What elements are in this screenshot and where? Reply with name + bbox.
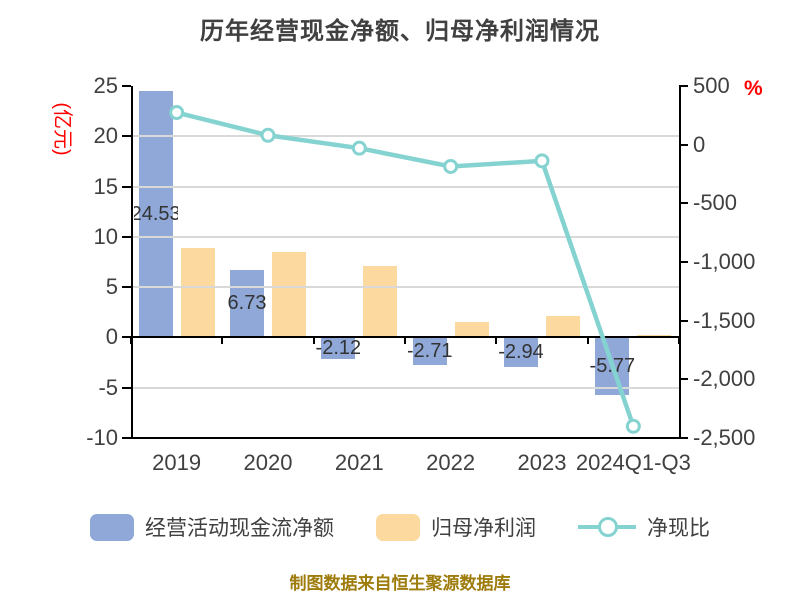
chart-title: 历年经营现金净额、归母净利润情况 — [200, 18, 600, 45]
left-axis-tick — [122, 386, 131, 389]
left-axis-tick-label: 10 — [93, 223, 118, 249]
net-profit-swatch — [376, 513, 420, 541]
category-boundary-tick — [221, 337, 224, 345]
grid-line — [131, 386, 679, 389]
legend: 经营活动现金流净额 归母净利润 净现比 — [0, 512, 800, 542]
left-axis-tick-label: 5 — [105, 274, 118, 300]
right-axis-tick-label: 500 — [693, 73, 730, 98]
category-boundary-tick — [586, 337, 589, 345]
right-axis-tick-label: -2,500 — [693, 425, 756, 450]
x-axis-category-label: 2021 — [334, 450, 384, 475]
left-axis-tick — [122, 185, 131, 188]
x-axis-category-label: 2024Q1-Q3 — [575, 450, 691, 475]
operating-cash-flow-bar — [138, 90, 173, 338]
legend-label-operating-cash-flow: 经营活动现金流净额 — [145, 517, 334, 540]
legend-item-net-cash-ratio: 净现比 — [578, 512, 710, 542]
right-axis-tick — [679, 319, 688, 322]
net-profit-bar — [180, 247, 215, 338]
category-boundary-tick — [495, 337, 498, 345]
line-series-marker-icon — [578, 517, 636, 537]
net-profit-bar — [272, 251, 306, 338]
net-profit-bar — [546, 316, 580, 338]
right-axis-tick — [679, 437, 688, 439]
left-axis-spine — [131, 86, 133, 438]
left-axis-tick — [122, 85, 131, 87]
left-axis-tick-label: -5 — [98, 374, 118, 400]
legend-item-net-profit: 归母净利润 — [376, 512, 536, 542]
x-axis-category-label: 2022 — [426, 450, 476, 475]
category-boundary-tick — [312, 337, 315, 345]
legend-label-net-cash-ratio: 净现比 — [647, 517, 710, 540]
x-axis-category-label: 2020 — [243, 450, 293, 475]
right-axis-tick — [679, 143, 688, 146]
net-profit-bar — [363, 266, 398, 338]
left-axis-tick-label: 20 — [93, 123, 118, 149]
right-axis-tick-label: -2,000 — [693, 366, 756, 392]
right-axis-tick-label: -1,000 — [693, 249, 756, 274]
category-boundary-tick — [130, 337, 132, 345]
bar-value-label: -2.12 — [316, 336, 361, 359]
bar-value-label: -2.71 — [407, 339, 452, 362]
right-axis-tick-label: 0 — [693, 131, 706, 157]
left-axis-tick-label: 15 — [93, 173, 118, 199]
category-boundary-tick — [404, 337, 406, 345]
left-axis-tick-label: 25 — [93, 73, 118, 98]
right-axis-tick-label: -500 — [693, 190, 738, 216]
operating-cash-flow-swatch — [90, 513, 134, 541]
bar-value-label: 6.73 — [227, 292, 267, 315]
left-axis-tick — [122, 437, 131, 439]
left-axis-tick — [122, 135, 131, 138]
footer-credit: 制图数据来自恒生聚源数据库 — [289, 574, 511, 593]
grid-line — [131, 235, 679, 238]
legend-item-operating-cash-flow: 经营活动现金流净额 — [90, 512, 334, 542]
right-axis-tick-label: -1,500 — [693, 307, 756, 333]
left-axis-tick — [122, 235, 131, 238]
bar-value-label: -2.94 — [499, 340, 543, 363]
legend-label-net-profit: 归母净利润 — [431, 517, 536, 540]
right-axis-tick — [679, 378, 688, 381]
grid-line — [131, 286, 679, 289]
left-axis-tick — [122, 286, 131, 289]
category-boundary-tick — [678, 337, 680, 345]
left-axis-tick-label: 0 — [105, 324, 118, 350]
left-axis-tick — [122, 336, 131, 339]
grid-line — [131, 185, 679, 188]
right-axis-tick — [679, 202, 688, 205]
right-axis-unit-label: % — [744, 77, 763, 100]
net-profit-bar — [454, 322, 489, 338]
net-profit-bar — [637, 335, 672, 338]
grid-line — [131, 135, 679, 138]
bar-value-label: 24.53 — [133, 202, 178, 225]
x-axis-category-label: 2023 — [517, 450, 567, 475]
right-axis-tick — [679, 85, 688, 87]
bar-value-label: -5.77 — [590, 354, 635, 377]
right-axis-tick — [679, 261, 688, 263]
x-axis-category-label: 2019 — [152, 450, 202, 475]
bottom-spine — [131, 437, 679, 439]
left-axis-tick-label: -10 — [86, 425, 118, 450]
